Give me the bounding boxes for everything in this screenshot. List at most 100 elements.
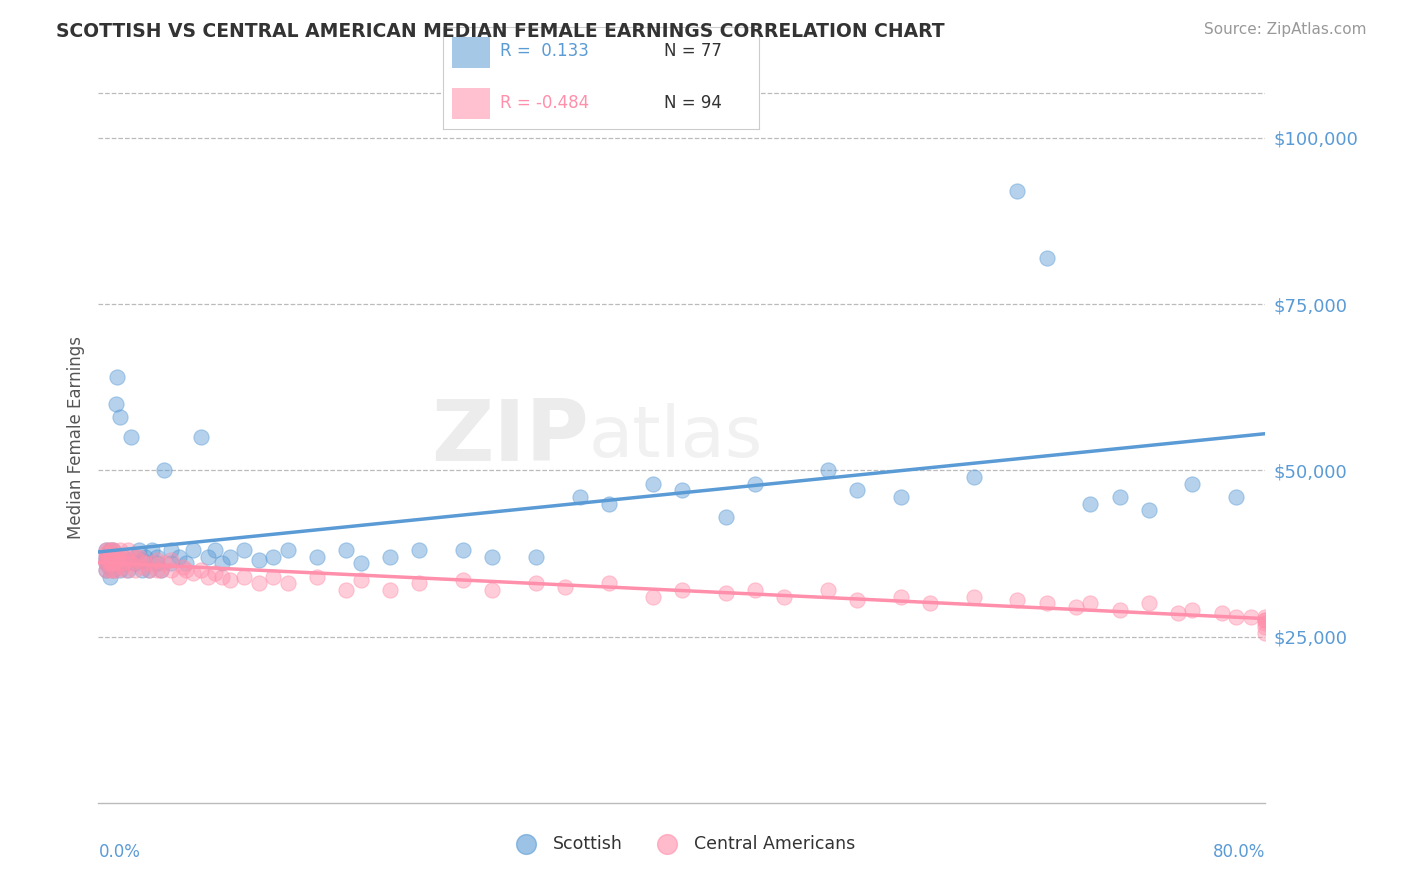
Point bbox=[108, 557, 131, 571]
Text: ZIP: ZIP bbox=[430, 395, 589, 479]
Point bbox=[714, 586, 737, 600]
Point bbox=[131, 563, 153, 577]
Point bbox=[1254, 613, 1277, 627]
Point bbox=[641, 590, 664, 604]
Point bbox=[153, 557, 176, 571]
Point bbox=[138, 563, 160, 577]
Point bbox=[671, 582, 693, 597]
Point bbox=[110, 557, 132, 571]
Point bbox=[138, 563, 160, 577]
Point bbox=[181, 566, 204, 581]
Point bbox=[744, 476, 766, 491]
Point bbox=[117, 553, 139, 567]
Point bbox=[277, 576, 299, 591]
Point bbox=[160, 553, 183, 567]
Point bbox=[94, 543, 117, 558]
Point bbox=[962, 590, 984, 604]
Point bbox=[110, 563, 132, 577]
Point bbox=[124, 549, 146, 564]
Point bbox=[1211, 607, 1233, 621]
Point bbox=[1225, 609, 1247, 624]
Point bbox=[117, 563, 139, 577]
Point bbox=[211, 557, 233, 571]
Point bbox=[100, 549, 122, 564]
Point bbox=[671, 483, 693, 498]
Point bbox=[97, 557, 120, 571]
Point bbox=[641, 476, 664, 491]
Point bbox=[94, 543, 117, 558]
Point bbox=[307, 549, 329, 564]
Point bbox=[1254, 626, 1277, 640]
Point bbox=[172, 559, 194, 574]
Point bbox=[146, 557, 169, 571]
Point bbox=[218, 549, 240, 564]
Point bbox=[97, 543, 120, 558]
Point bbox=[1007, 593, 1029, 607]
Point bbox=[380, 549, 402, 564]
Point bbox=[1035, 596, 1057, 610]
Point bbox=[105, 370, 128, 384]
Point bbox=[98, 570, 121, 584]
Point bbox=[247, 553, 270, 567]
Point bbox=[451, 573, 474, 587]
Point bbox=[335, 582, 357, 597]
Point bbox=[846, 593, 869, 607]
Point bbox=[141, 543, 163, 558]
Point bbox=[104, 549, 127, 564]
Point bbox=[104, 563, 127, 577]
Point bbox=[104, 549, 127, 564]
Point bbox=[146, 553, 169, 567]
Point bbox=[598, 576, 620, 591]
Point bbox=[101, 557, 124, 571]
Point bbox=[817, 463, 839, 477]
Point bbox=[120, 430, 142, 444]
Point bbox=[114, 549, 136, 564]
Point bbox=[1035, 251, 1057, 265]
Text: atlas: atlas bbox=[589, 402, 763, 472]
Point bbox=[277, 543, 299, 558]
Point bbox=[773, 590, 796, 604]
Point bbox=[101, 543, 124, 558]
Point bbox=[408, 543, 430, 558]
Point bbox=[127, 553, 149, 567]
Point bbox=[1254, 609, 1277, 624]
Point bbox=[247, 576, 270, 591]
Point bbox=[101, 563, 124, 577]
Point bbox=[94, 549, 117, 564]
Point bbox=[124, 563, 146, 577]
Point bbox=[1254, 613, 1277, 627]
Point bbox=[1108, 603, 1130, 617]
Point bbox=[98, 549, 121, 564]
Point bbox=[114, 557, 136, 571]
Point bbox=[181, 543, 204, 558]
Point bbox=[233, 543, 256, 558]
Point bbox=[1167, 607, 1189, 621]
Point bbox=[94, 557, 117, 571]
Point bbox=[167, 549, 190, 564]
Point bbox=[408, 576, 430, 591]
Text: 80.0%: 80.0% bbox=[1213, 843, 1265, 861]
Text: N = 94: N = 94 bbox=[665, 94, 723, 112]
Legend: Scottish, Central Americans: Scottish, Central Americans bbox=[502, 828, 862, 860]
Point bbox=[97, 546, 120, 560]
Text: Source: ZipAtlas.com: Source: ZipAtlas.com bbox=[1204, 22, 1367, 37]
Point bbox=[94, 557, 117, 571]
Point bbox=[128, 543, 150, 558]
Point bbox=[890, 590, 912, 604]
Point bbox=[1064, 599, 1087, 614]
Point bbox=[150, 563, 173, 577]
Point bbox=[94, 563, 117, 577]
Point bbox=[218, 573, 240, 587]
Point bbox=[524, 576, 547, 591]
Point bbox=[174, 557, 197, 571]
Point bbox=[846, 483, 869, 498]
Point bbox=[100, 543, 122, 558]
Point bbox=[197, 549, 219, 564]
Point bbox=[146, 563, 169, 577]
Point bbox=[100, 557, 122, 571]
Point bbox=[211, 570, 233, 584]
Point bbox=[131, 553, 153, 567]
Point bbox=[1181, 603, 1204, 617]
Point bbox=[598, 497, 620, 511]
Point bbox=[101, 563, 124, 577]
